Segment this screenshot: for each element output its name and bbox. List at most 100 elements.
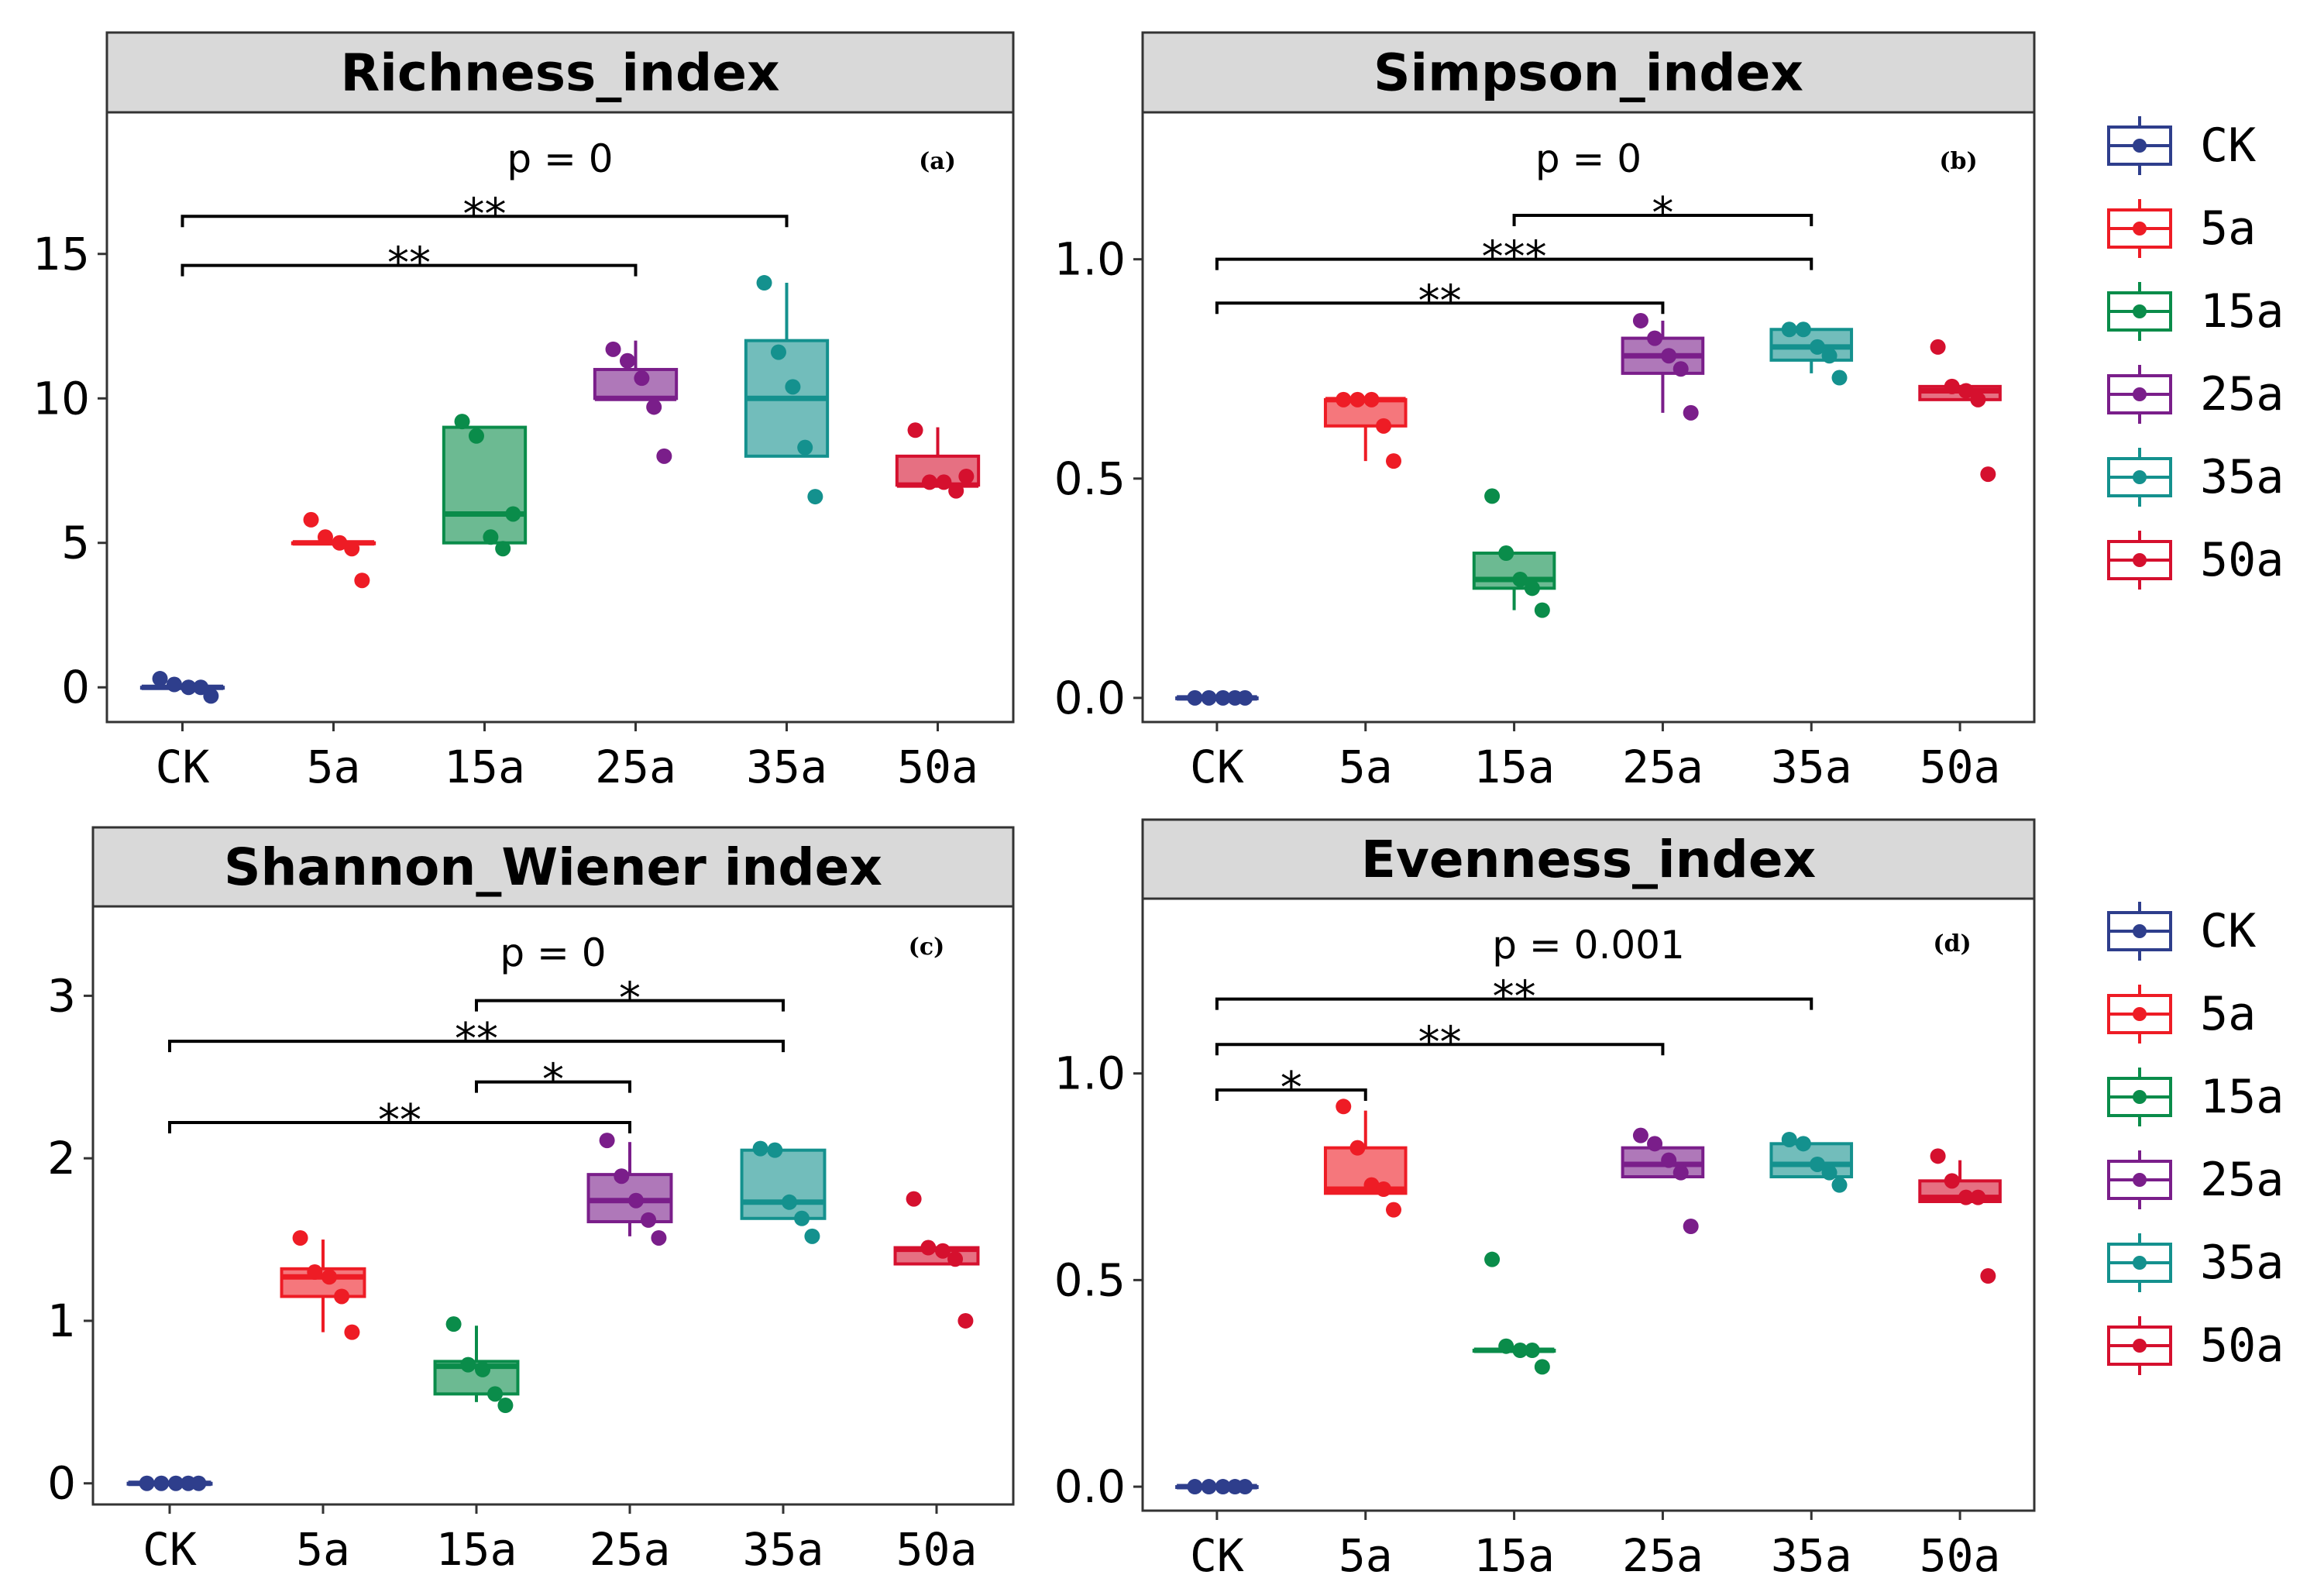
x-tick-label: 50a (896, 1523, 978, 1576)
data-point (1349, 1140, 1366, 1156)
panel-label: (c) (909, 934, 945, 961)
data-point (495, 541, 511, 557)
significance-bracket: ** (1215, 276, 1665, 326)
y-tick-label: 0.5 (1054, 452, 1126, 505)
box-35a (740, 1148, 827, 1220)
data-point (193, 679, 209, 696)
data-point (936, 474, 952, 490)
box-body (1769, 1142, 1854, 1178)
data-point (334, 1288, 350, 1305)
bracket-line (1512, 214, 1813, 227)
data-point (166, 676, 182, 693)
data-point (1386, 453, 1402, 469)
legend-item-35a: 35a (2107, 1233, 2284, 1292)
data-point (1810, 1156, 1826, 1172)
x-tick-label: 15a (436, 1523, 517, 1576)
bracket-line (1215, 301, 1665, 315)
data-point (1376, 1181, 1392, 1197)
data-point (1831, 1177, 1848, 1193)
legend-label: 50a (2200, 1319, 2284, 1373)
legend-label: 35a (2200, 1236, 2284, 1290)
data-point (752, 1140, 768, 1157)
p-value-text: p = 0 (507, 136, 613, 181)
legend-label: 35a (2200, 450, 2284, 504)
significance-bracket: ** (1215, 972, 1813, 1023)
data-point (303, 511, 319, 528)
legend-item-35a: 35a (2107, 448, 2284, 507)
data-point (1512, 571, 1528, 587)
data-point (497, 1398, 514, 1414)
data-point (1237, 1479, 1253, 1495)
x-tick-label: 25a (1622, 1529, 1703, 1582)
y-tick-label: 10 (33, 372, 90, 425)
plot-frame (105, 111, 1015, 724)
legend-point (2133, 1339, 2147, 1353)
data-point (804, 1228, 820, 1244)
legend-item-5a: 5a (2107, 199, 2256, 258)
data-point (957, 1312, 974, 1329)
significance-bracket: ** (180, 239, 638, 289)
legend-item-50a: 50a (2107, 1316, 2284, 1375)
x-tick-label: CK (1190, 741, 1244, 793)
data-point (1647, 1136, 1663, 1152)
data-point (1498, 545, 1514, 562)
data-point (1386, 1202, 1402, 1218)
x-tick-label: 15a (444, 741, 525, 793)
data-point (168, 1475, 184, 1491)
data-point (935, 1243, 951, 1259)
legend-point (2133, 1256, 2147, 1270)
legend-item-5a: 5a (2107, 985, 2256, 1044)
x-tick-label: 50a (1920, 741, 2001, 793)
data-point (1534, 602, 1550, 618)
significance-label: ** (1493, 972, 1536, 1023)
data-point (1810, 339, 1826, 355)
significance-label: ** (463, 189, 507, 239)
x-tick-label: 35a (743, 1523, 824, 1576)
bracket-line (475, 1080, 631, 1093)
significance-bracket: ** (168, 1014, 785, 1064)
x-tick-label: CK (143, 1523, 197, 1576)
y-tick-label: 1.0 (1054, 1047, 1126, 1100)
p-value-text: p = 0.001 (1492, 923, 1685, 968)
data-point (1484, 488, 1501, 504)
legend-item-25a: 25a (2107, 365, 2284, 424)
legend-item-CK: CK (2107, 902, 2256, 961)
data-point (1958, 1189, 1974, 1205)
x-tick-label: 50a (1920, 1529, 2001, 1582)
significance-bracket: *** (1215, 232, 1813, 283)
data-point (1336, 1099, 1352, 1115)
bracket-line (180, 263, 638, 277)
data-point (487, 1386, 504, 1402)
data-point (907, 422, 923, 438)
data-point (1363, 1177, 1380, 1193)
data-point (354, 573, 370, 589)
data-point (920, 1240, 937, 1256)
legend-label: 15a (2200, 1070, 2284, 1124)
legend-point (2133, 387, 2147, 401)
x-tick-label: 15a (1473, 1529, 1555, 1582)
data-point (1821, 1164, 1838, 1181)
significance-label: ** (1418, 276, 1462, 326)
data-point (1201, 1479, 1217, 1495)
x-tick-label: 5a (1339, 1529, 1393, 1582)
significance-bracket: ** (180, 189, 789, 239)
significance-label: * (1652, 188, 1673, 239)
bracket-line (1215, 1043, 1665, 1056)
bracket-line (1215, 257, 1813, 270)
data-point (1944, 1173, 1960, 1189)
significance-label: * (619, 974, 641, 1024)
data-point (1821, 348, 1838, 364)
bracket-line (168, 1040, 785, 1053)
p-value-text: p = 0 (1535, 136, 1642, 181)
significance-bracket: * (1512, 188, 1813, 239)
data-point (1683, 404, 1699, 421)
data-point (1795, 321, 1811, 338)
data-point (152, 671, 168, 687)
significance-bracket: ** (168, 1095, 631, 1146)
y-tick-label: 2 (47, 1132, 76, 1185)
legend-label: 15a (2200, 284, 2284, 339)
x-tick-label: 25a (590, 1523, 671, 1576)
data-point (1512, 1343, 1528, 1359)
data-point (958, 468, 975, 484)
data-point (454, 414, 470, 430)
